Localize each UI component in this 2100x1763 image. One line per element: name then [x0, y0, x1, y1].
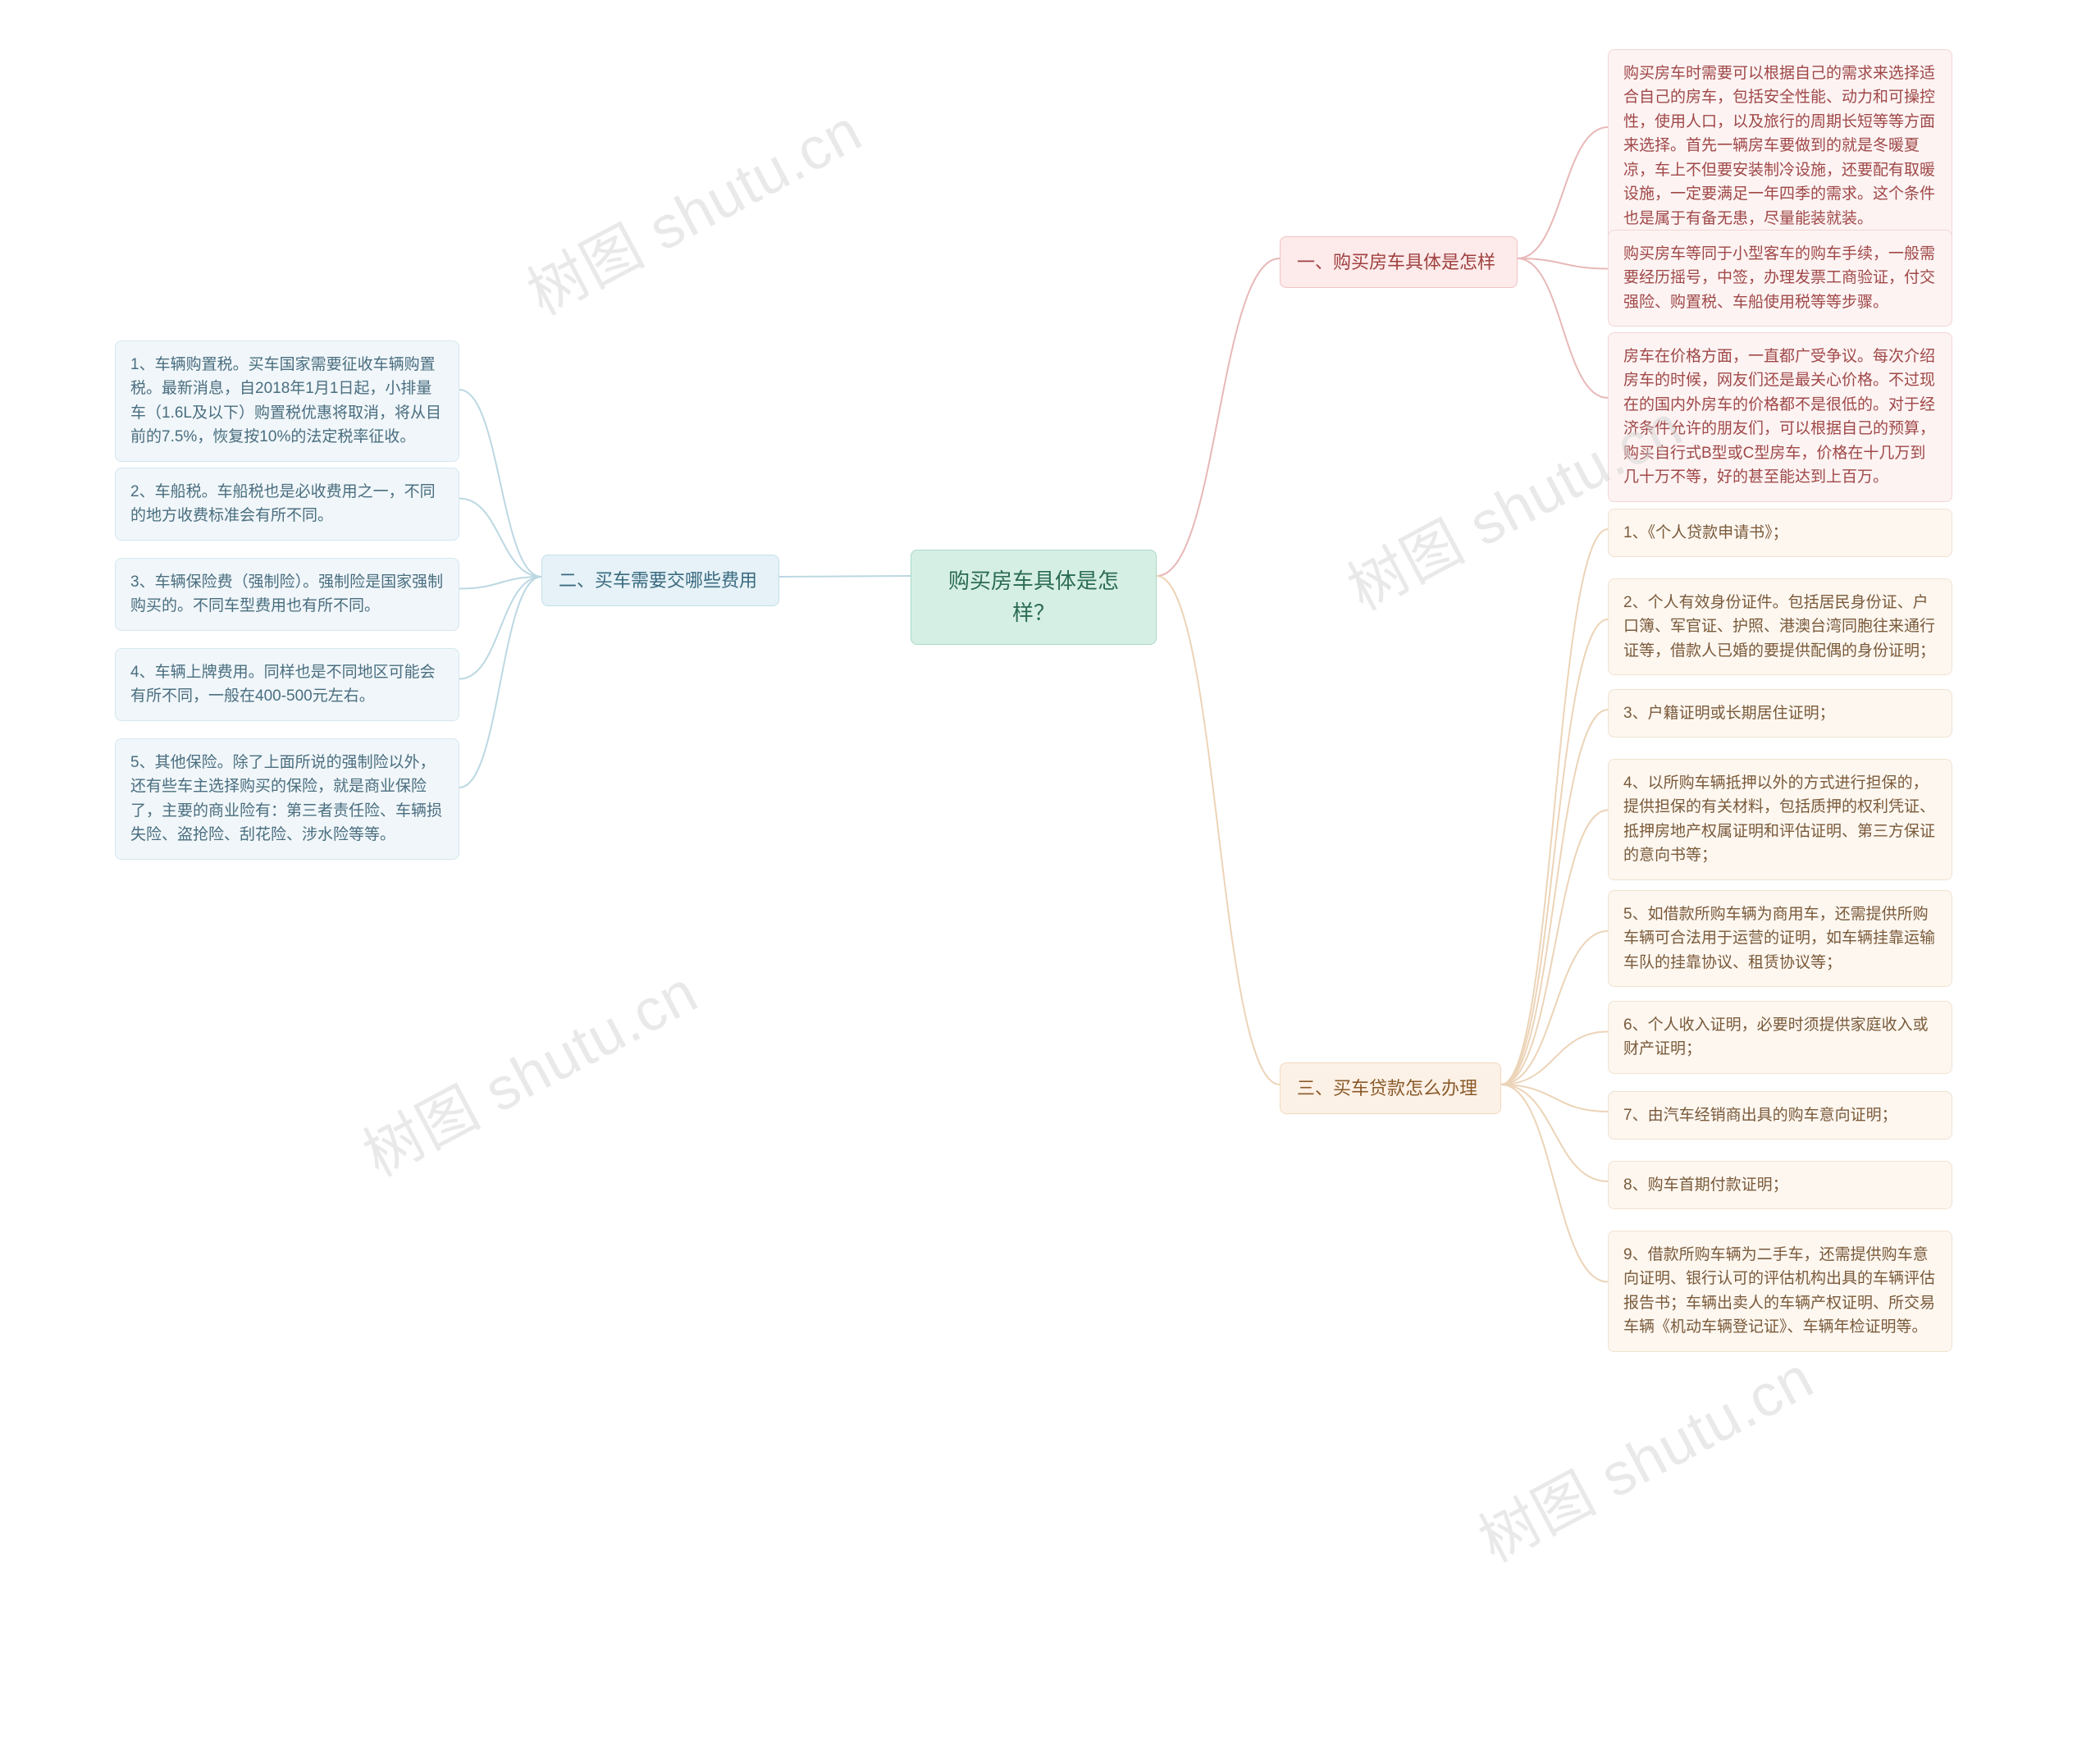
leaf-b3-3: 4、以所购车辆抵押以外的方式进行担保的，提供担保的有关材料，包括质押的权利凭证、…: [1608, 759, 1952, 880]
leaf-b3-0: 1、《个人贷款申请书》；: [1608, 509, 1952, 557]
branch-b3: 三、买车贷款怎么办理: [1280, 1062, 1501, 1114]
leaf-b1-0: 购买房车时需要可以根据自己的需求来选择适合自己的房车，包括安全性能、动力和可操控…: [1608, 49, 1952, 243]
leaf-b3-4: 5、如借款所购车辆为商用车，还需提供所购车辆可合法用于运营的证明，如车辆挂靠运输…: [1608, 890, 1952, 987]
leaf-b2-0: 1、车辆购置税。买车国家需要征收车辆购置税。最新消息，自2018年1月1日起，小…: [115, 340, 459, 462]
leaf-b3-5: 6、个人收入证明，必要时须提供家庭收入或财产证明；: [1608, 1001, 1952, 1074]
watermark: 树图 shutu.cn: [346, 944, 710, 1193]
leaf-b1-1: 购买房车等同于小型客车的购车手续，一般需要经历摇号，中签，办理发票工商验证，付交…: [1608, 230, 1952, 327]
root-node: 购买房车具体是怎样？: [911, 550, 1157, 645]
leaf-b1-2: 房车在价格方面，一直都广受争议。每次介绍房车的时候，网友们还是最关心价格。不过现…: [1608, 332, 1952, 502]
leaf-b3-6: 7、由汽车经销商出具的购车意向证明；: [1608, 1091, 1952, 1140]
leaf-b2-3: 4、车辆上牌费用。同样也是不同地区可能会有所不同，一般在400-500元左右。: [115, 648, 459, 721]
watermark: 树图 shutu.cn: [510, 83, 874, 331]
watermark: 树图 shutu.cn: [1462, 1330, 1826, 1578]
leaf-b3-7: 8、购车首期付款证明；: [1608, 1161, 1952, 1209]
leaf-b3-1: 2、个人有效身份证件。包括居民身份证、户口簿、军官证、护照、港澳台湾同胞往来通行…: [1608, 578, 1952, 675]
leaf-b2-2: 3、车辆保险费（强制险）。强制险是国家强制购买的。不同车型费用也有所不同。: [115, 558, 459, 631]
leaf-b2-4: 5、其他保险。除了上面所说的强制险以外，还有些车主选择购买的保险，就是商业保险了…: [115, 738, 459, 860]
leaf-b2-1: 2、车船税。车船税也是必收费用之一，不同的地方收费标准会有所不同。: [115, 468, 459, 541]
branch-b2: 二、买车需要交哪些费用: [541, 555, 779, 606]
leaf-b3-8: 9、借款所购车辆为二手车，还需提供购车意向证明、银行认可的评估机构出具的车辆评估…: [1608, 1231, 1952, 1352]
branch-b1: 一、购买房车具体是怎样: [1280, 236, 1518, 288]
leaf-b3-2: 3、户籍证明或长期居住证明；: [1608, 689, 1952, 738]
